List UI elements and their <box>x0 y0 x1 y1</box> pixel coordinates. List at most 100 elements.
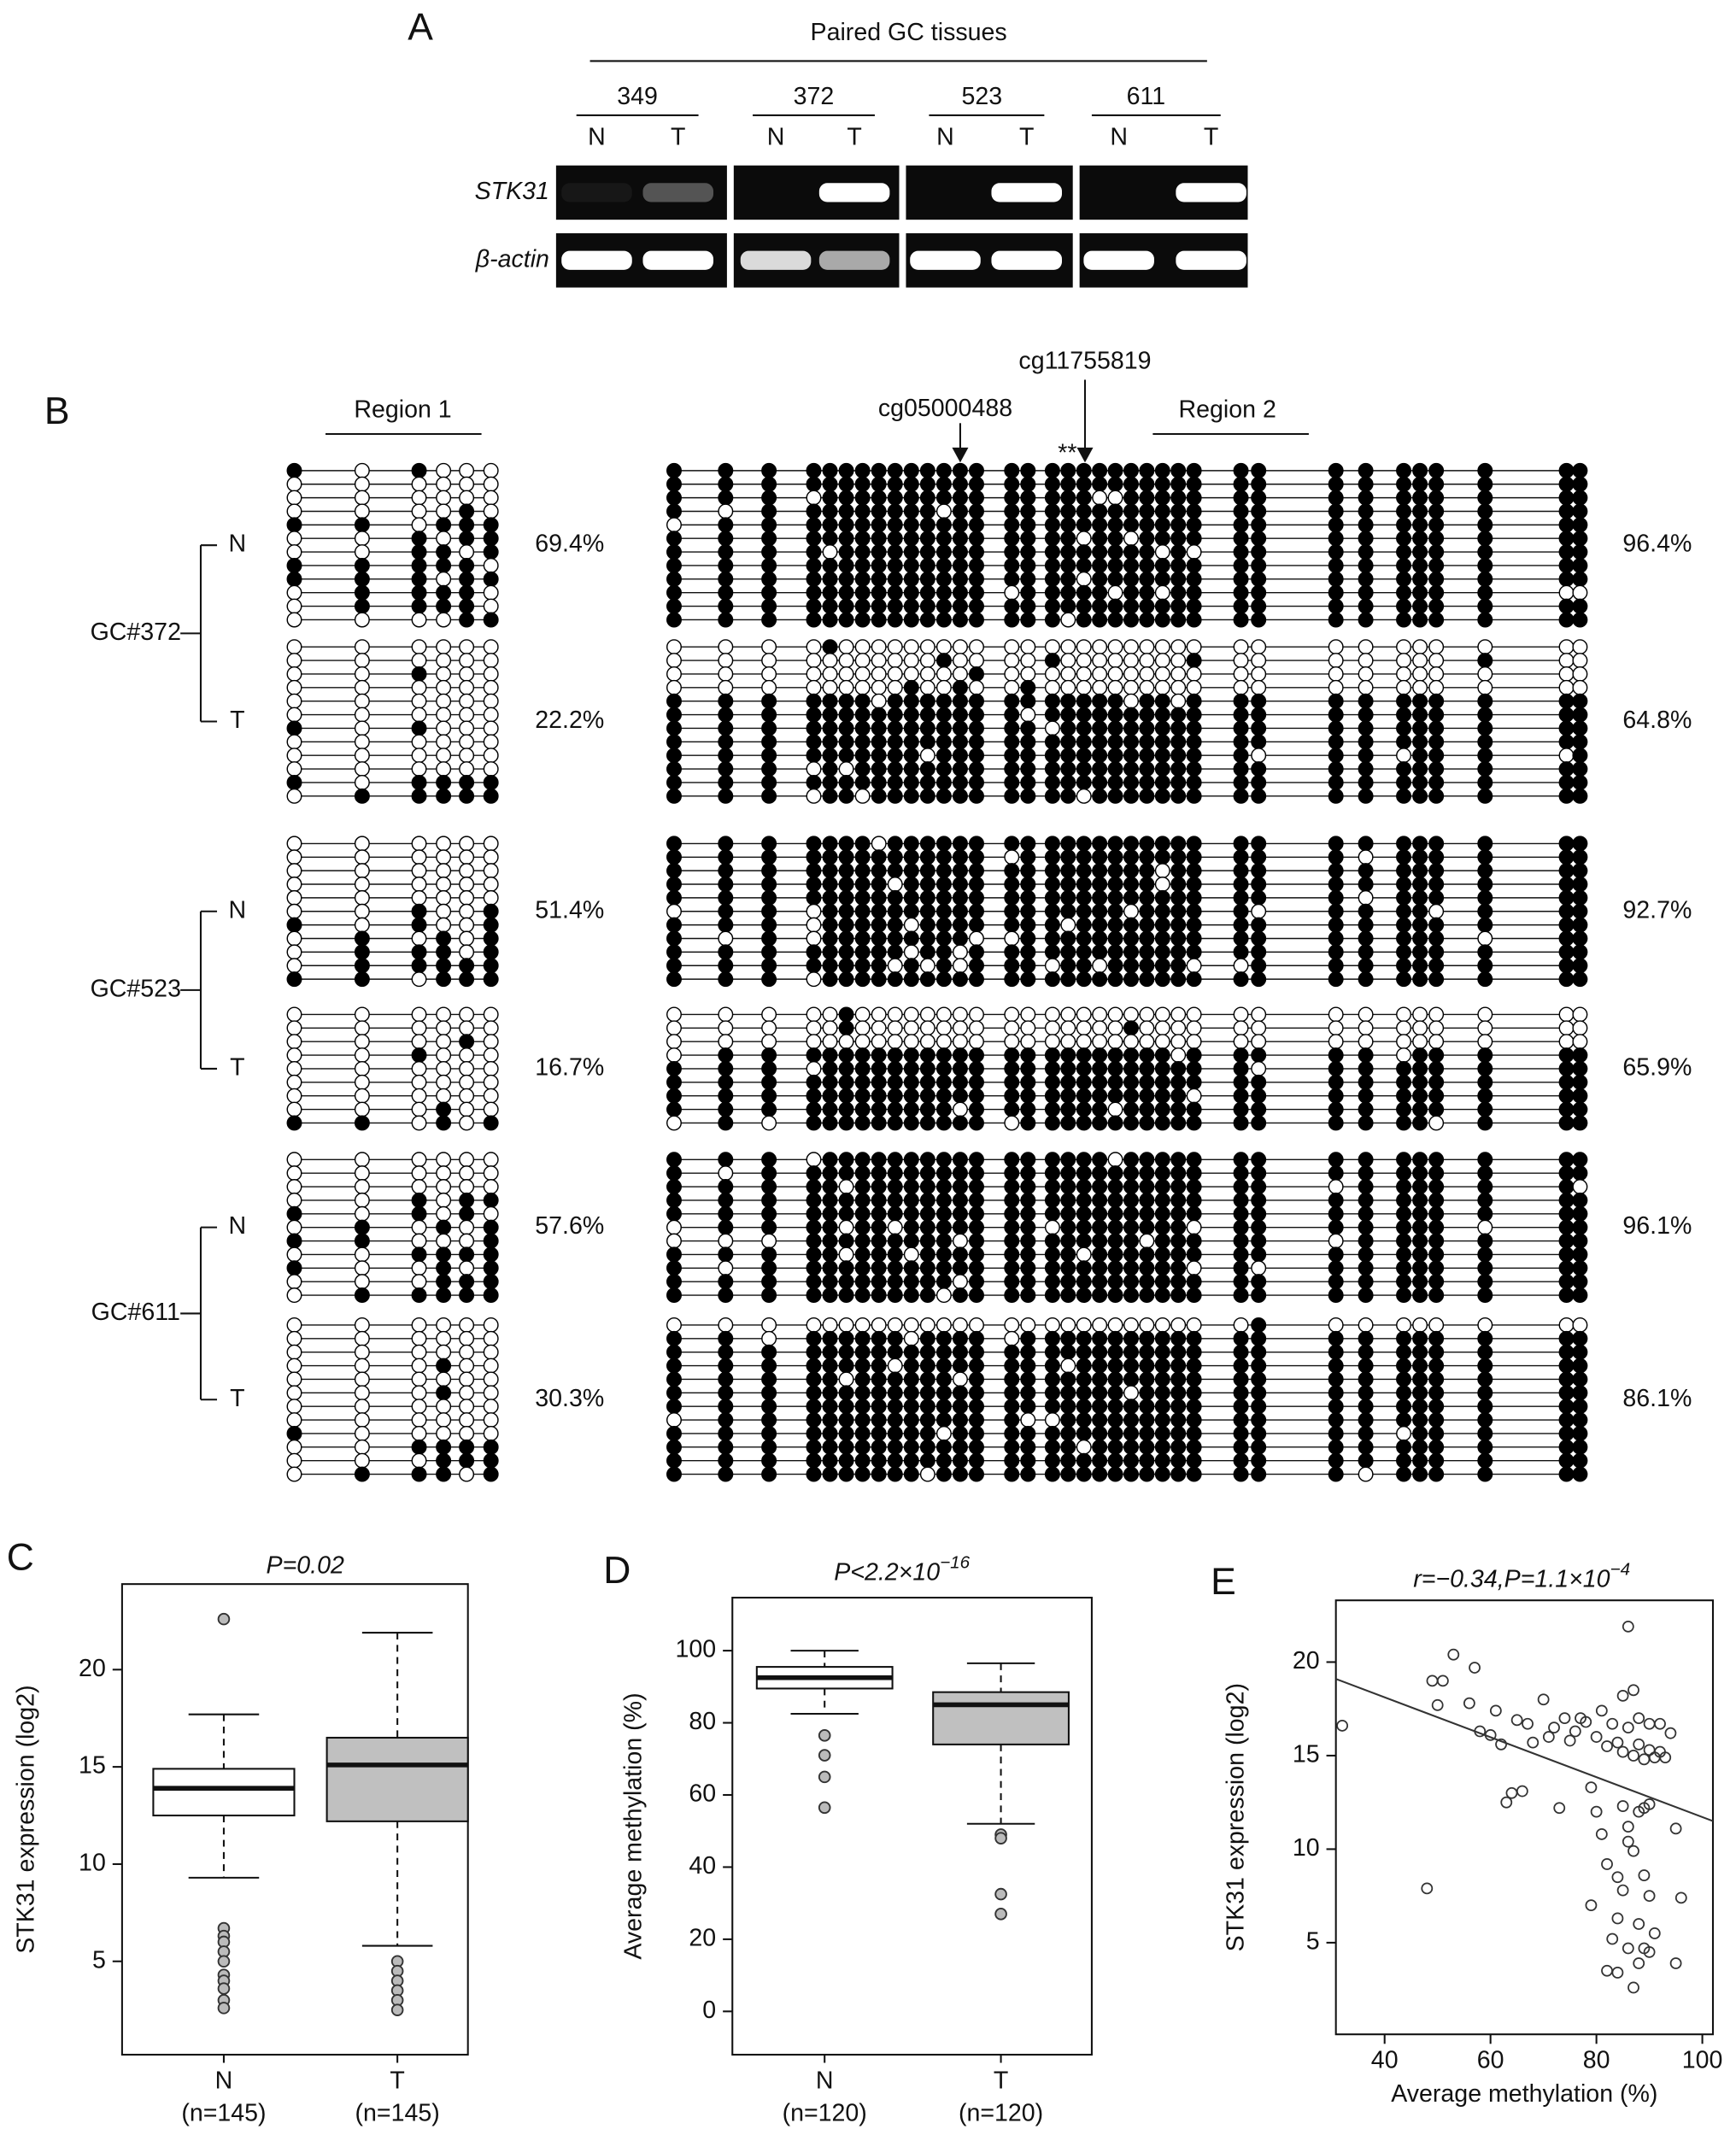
cpg-site <box>855 972 870 987</box>
cpg-site <box>888 531 902 546</box>
cpg-site <box>937 1288 952 1303</box>
cpg-site <box>1413 585 1428 600</box>
cpg-site <box>1397 518 1411 532</box>
cpg-site <box>1429 1062 1444 1076</box>
cpg-site <box>1005 1180 1019 1194</box>
y-tick-label: 0 <box>702 1997 716 2024</box>
cpg-site <box>762 877 777 892</box>
cpg-site <box>1573 1288 1587 1303</box>
cpg-site <box>718 681 733 695</box>
cpg-site <box>437 667 451 682</box>
cpg-site <box>667 945 682 959</box>
cpg-site <box>1478 559 1493 573</box>
chart-title: P=0.02 <box>267 1551 344 1579</box>
cpg-site <box>806 1076 821 1090</box>
cpg-site <box>1187 735 1201 749</box>
cpg-site <box>1076 789 1091 804</box>
cpg-site <box>1429 654 1444 668</box>
cpg-site <box>1046 1035 1060 1049</box>
cpg-site <box>1397 1194 1411 1208</box>
cpg-site <box>823 1440 837 1455</box>
cpg-site <box>806 1152 821 1167</box>
y-axis-label: STK31 expression (log2) <box>1222 1683 1249 1951</box>
cpg-site <box>667 864 682 878</box>
cpg-site <box>1046 518 1060 532</box>
cpg-site <box>823 477 837 491</box>
cpg-site <box>855 1318 870 1333</box>
cpg-site <box>1021 464 1035 478</box>
cpg-site <box>762 1220 777 1235</box>
cpg-site <box>823 1088 837 1103</box>
cpg-site <box>806 1220 821 1235</box>
cpg-site <box>1559 464 1574 478</box>
cpg-site <box>460 1035 474 1049</box>
cpg-site <box>823 490 837 505</box>
cpg-site <box>484 931 498 946</box>
cpg-site <box>1187 721 1201 736</box>
cpg-site <box>1429 945 1444 959</box>
cpg-site <box>855 1440 870 1455</box>
cpg-site <box>1559 1427 1574 1441</box>
cpg-site <box>871 1194 886 1208</box>
point <box>1512 1715 1522 1725</box>
cpg-site <box>1046 1194 1060 1208</box>
cpg-site <box>1328 640 1343 654</box>
cpg-site <box>806 1207 821 1222</box>
cpg-site <box>1187 681 1201 695</box>
cpg-site <box>855 1207 870 1222</box>
cpg-site <box>1234 1427 1248 1441</box>
cpg-site <box>806 559 821 573</box>
region1-percent: 51.4% <box>535 896 604 924</box>
cpg-site <box>1156 877 1170 892</box>
cpg-site <box>937 1275 952 1289</box>
cpg-site <box>437 640 451 654</box>
cpg-site <box>1358 490 1373 505</box>
cpg-site <box>1076 1275 1091 1289</box>
cpg-site <box>1093 1399 1107 1414</box>
cpg-site <box>871 1102 886 1117</box>
cpg-site <box>839 1152 853 1167</box>
cpg-site <box>1140 681 1154 695</box>
cpg-site <box>1046 1021 1060 1035</box>
cpg-site <box>1140 789 1154 804</box>
cpg-site <box>1093 1062 1107 1076</box>
cpg-site <box>1171 1062 1186 1076</box>
cpg-site <box>921 1453 935 1468</box>
cpg-site <box>888 613 902 627</box>
cpg-site <box>1005 789 1019 804</box>
cpg-site <box>1252 1332 1266 1346</box>
cpg-site <box>1124 1234 1139 1248</box>
cpg-site <box>1171 918 1186 932</box>
cpg-site <box>287 905 302 919</box>
cpg-site <box>484 545 498 560</box>
cpg-site <box>412 1007 426 1022</box>
cpg-site <box>839 721 853 736</box>
cpg-site <box>1573 1194 1587 1208</box>
cpg-site <box>1124 559 1139 573</box>
cpg-site <box>1156 654 1170 668</box>
cpg-site <box>1478 1088 1493 1103</box>
cpg-site <box>1076 599 1091 613</box>
cpg-site <box>1234 1194 1248 1208</box>
cpg-site <box>1061 531 1076 546</box>
cpg-site <box>888 1180 902 1194</box>
cpg-site <box>823 559 837 573</box>
cpg-site <box>1234 464 1248 478</box>
region2-percent: 96.4% <box>1622 531 1692 558</box>
cpg-site <box>1429 748 1444 763</box>
cpg-site <box>1413 1275 1428 1289</box>
cpg-site <box>1061 1062 1076 1076</box>
region2-percent: 92.7% <box>1622 896 1692 924</box>
cpg-site <box>970 694 984 708</box>
outlier <box>995 1833 1006 1844</box>
cpg-site <box>1429 1220 1444 1235</box>
cpg-site <box>1171 559 1186 573</box>
cpg-site <box>953 945 968 959</box>
cpg-site <box>484 918 498 932</box>
cpg-site <box>437 1035 451 1049</box>
cpg-site <box>718 1062 733 1076</box>
cpg-site <box>1358 1166 1373 1181</box>
cpg-site <box>1108 694 1123 708</box>
cpg-site <box>937 613 952 627</box>
cpg-site <box>1156 1220 1170 1235</box>
